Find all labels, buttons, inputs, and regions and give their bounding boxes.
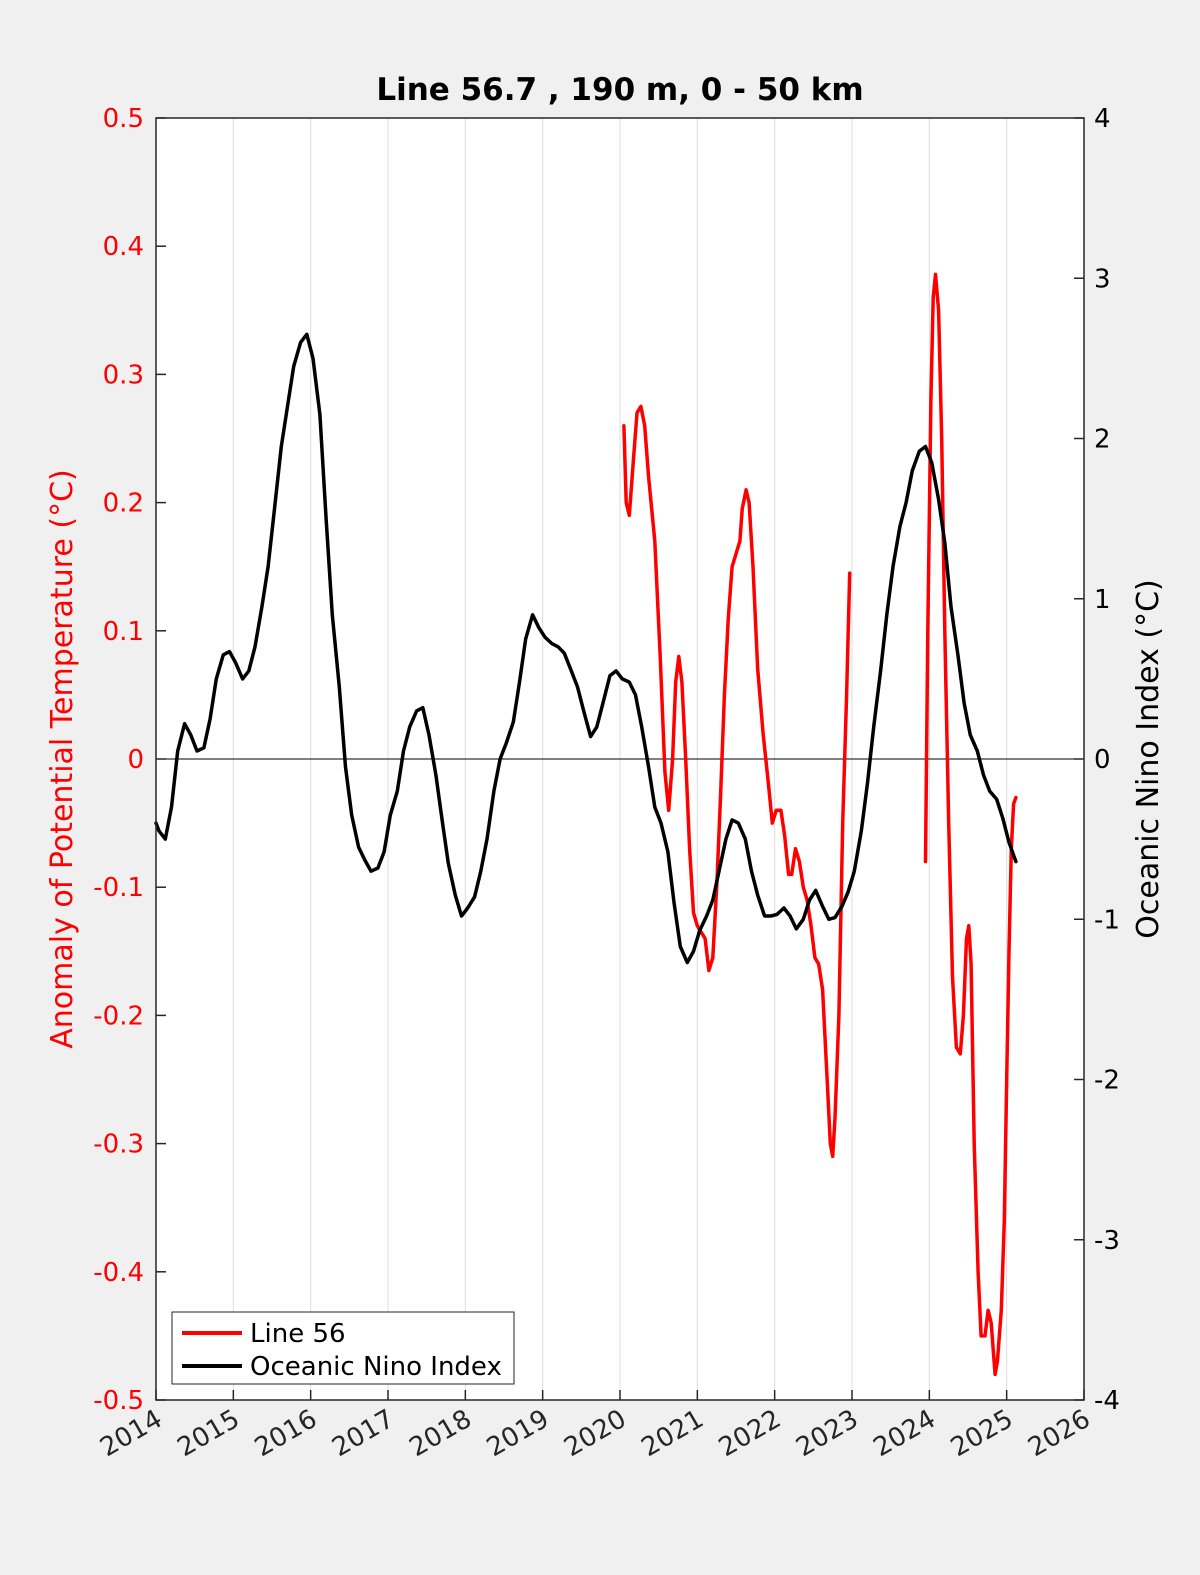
y-left-tick-label: -0.4 xyxy=(93,1258,144,1288)
x-tick-label: 2021 xyxy=(637,1404,709,1463)
y-right-tick-label: 3 xyxy=(1094,264,1111,294)
y-right-tick-label: 4 xyxy=(1094,104,1111,134)
y-left-tick-label: -0.5 xyxy=(93,1386,144,1416)
x-tick-label: 2019 xyxy=(482,1404,554,1463)
line-56-series-segment xyxy=(622,404,852,1159)
x-tick-label: 2020 xyxy=(559,1404,631,1463)
y-right-tick-label: -1 xyxy=(1094,905,1120,935)
x-tick-label: 2024 xyxy=(869,1404,941,1463)
y-right-tick-label: 1 xyxy=(1094,585,1111,615)
y-left-tick-label: 0.4 xyxy=(103,232,144,262)
x-tick-label: 2015 xyxy=(173,1404,245,1463)
oceanic-nino-index-series-segment xyxy=(154,332,1018,965)
y-left-tick-label: -0.1 xyxy=(93,873,144,903)
y-axis-right-label: Oceanic Nino Index (°C) xyxy=(1131,579,1166,939)
y-left-tick-label: 0 xyxy=(127,745,144,775)
x-tick-label: 2022 xyxy=(714,1404,786,1463)
y-left-tick-label: 0.1 xyxy=(103,617,144,647)
x-tick-label: 2025 xyxy=(946,1404,1018,1463)
y-axis-left-label: Anomaly of Potential Temperature (°C) xyxy=(45,469,80,1048)
legend-box xyxy=(171,1311,515,1385)
line-56-series-segment xyxy=(923,272,1018,1377)
y-right-tick-label: 2 xyxy=(1094,425,1111,455)
y-right-tick-label: 0 xyxy=(1094,745,1111,775)
chart-title: Line 56.7 , 190 m, 0 - 50 km xyxy=(376,72,863,108)
legend-label-line-56: Line 56 xyxy=(250,1319,346,1349)
y-left-tick-label: 0.3 xyxy=(103,360,144,390)
y-right-tick-label: -3 xyxy=(1094,1226,1120,1256)
y-left-tick-label: 0.2 xyxy=(103,489,144,519)
y-left-tick-label: -0.2 xyxy=(93,1001,144,1031)
y-left-tick-label: 0.5 xyxy=(103,104,144,134)
x-tick-label: 2017 xyxy=(327,1404,399,1463)
y-left-tick-label: -0.3 xyxy=(93,1130,144,1160)
x-tick-label: 2018 xyxy=(405,1404,477,1463)
legend-label-oni: Oceanic Nino Index xyxy=(250,1352,502,1382)
x-tick-label: 2026 xyxy=(1023,1404,1095,1463)
legend: Line 56 Oceanic Nino Index xyxy=(171,1311,515,1385)
x-tick-label: 2023 xyxy=(791,1404,863,1463)
x-tick-label: 2016 xyxy=(250,1404,322,1463)
series-group xyxy=(154,272,1018,1377)
y-right-tick-label: -4 xyxy=(1094,1386,1120,1416)
y-right-tick-label: -2 xyxy=(1094,1066,1120,1096)
